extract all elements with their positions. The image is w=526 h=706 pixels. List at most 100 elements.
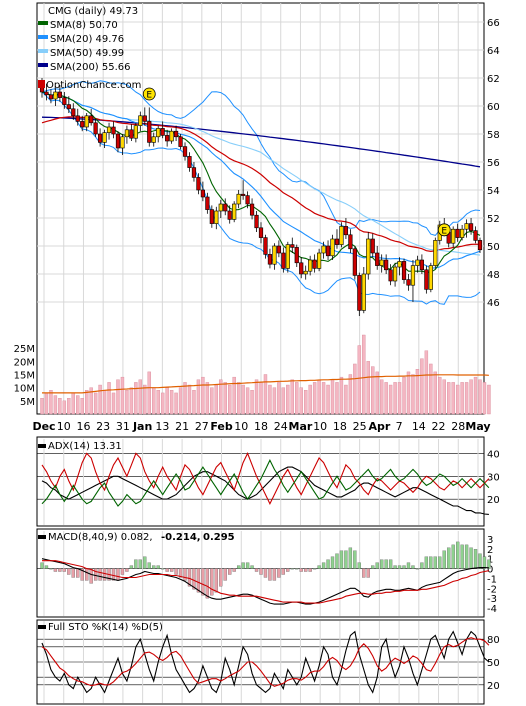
candle-body bbox=[48, 94, 54, 100]
volume-bar bbox=[169, 390, 174, 415]
date-label: Jan bbox=[132, 420, 152, 433]
macd-panel: -4-3-2-10123 MACD(8,40,9) 0.082, -0.214,… bbox=[36, 528, 497, 618]
candle-body bbox=[129, 129, 134, 139]
macd-histogram-bar bbox=[161, 568, 165, 570]
volume-bar bbox=[160, 392, 165, 415]
candle-body bbox=[375, 252, 380, 266]
macd-histogram-bar bbox=[380, 559, 384, 569]
candle-body bbox=[468, 223, 474, 231]
macd-histogram-bar bbox=[67, 568, 71, 575]
volume-bar bbox=[357, 345, 362, 415]
sma20-line bbox=[41, 91, 481, 269]
macd-histogram-bar bbox=[143, 556, 147, 569]
volume-bar bbox=[379, 379, 384, 415]
macd-histogram-bar bbox=[366, 568, 370, 578]
candle-body bbox=[334, 238, 340, 245]
candle-body bbox=[106, 126, 112, 133]
price-chart-title: CMG (daily) 49.73 bbox=[48, 6, 138, 17]
legend-swatch-sma50 bbox=[38, 49, 48, 53]
volume-bar bbox=[152, 387, 156, 415]
volume-bar bbox=[71, 392, 75, 415]
candle-body bbox=[57, 91, 62, 98]
indicator-line bbox=[41, 466, 489, 515]
legend-sma20: SMA(20) 49.76 bbox=[50, 34, 124, 45]
candle-body bbox=[223, 203, 228, 212]
macd-histogram-bar bbox=[447, 547, 451, 569]
macd-histogram-bar bbox=[254, 568, 259, 572]
macd-histogram-bar bbox=[250, 565, 254, 569]
candle-body bbox=[424, 269, 429, 290]
volume-tick-label: 10M bbox=[14, 384, 35, 395]
volume-ma-line bbox=[42, 374, 489, 394]
adx-legend-swatch bbox=[38, 444, 46, 448]
macd-histogram-bar bbox=[201, 568, 205, 596]
macd-histogram-bar bbox=[134, 559, 138, 569]
macd-histogram-bar bbox=[281, 568, 285, 575]
macd-histogram-bar bbox=[397, 565, 402, 569]
macd-histogram-bar bbox=[58, 568, 62, 572]
earnings-marker bbox=[142, 87, 156, 101]
price-tick-label: 58 bbox=[487, 130, 500, 141]
macd-histogram-bar bbox=[80, 568, 84, 581]
macd-histogram-bar bbox=[384, 559, 388, 569]
volume-bar bbox=[143, 384, 147, 415]
volume-bar bbox=[210, 387, 214, 415]
macd-histogram-bar bbox=[464, 544, 469, 569]
volume-bar bbox=[201, 376, 205, 415]
candle-body bbox=[308, 259, 313, 272]
date-label: 10 bbox=[234, 420, 248, 433]
volume-bar bbox=[44, 392, 49, 415]
macd-histogram-bar bbox=[93, 568, 98, 581]
macd-histogram-bar bbox=[268, 568, 272, 581]
watermark-icon bbox=[38, 80, 45, 88]
macd-histogram-bar bbox=[259, 568, 263, 575]
volume-bar bbox=[93, 392, 98, 415]
macd-histogram-bar bbox=[402, 565, 406, 569]
candle-body bbox=[258, 227, 264, 238]
indicator-tick-label: -4 bbox=[487, 604, 497, 615]
candle-body bbox=[84, 115, 89, 128]
candle-body bbox=[53, 91, 58, 100]
macd-histogram-bar bbox=[339, 550, 344, 569]
indicator-tick-label: -1 bbox=[487, 574, 497, 585]
candle-body bbox=[379, 259, 384, 266]
adx-panel: 20 30 40 ADX(14) 13.31 bbox=[36, 436, 500, 527]
macd-histogram-bar bbox=[286, 568, 290, 572]
macd-histogram-bar bbox=[219, 568, 223, 587]
candle-body bbox=[317, 252, 322, 269]
candle-body bbox=[477, 240, 483, 251]
macd-histogram-bar bbox=[85, 568, 89, 581]
earnings-marker-label: E bbox=[441, 226, 447, 236]
volume-bar bbox=[281, 387, 286, 415]
indicator-tick-label: 3 bbox=[487, 535, 493, 546]
macd-histogram-bar bbox=[192, 568, 196, 590]
candle-body bbox=[187, 156, 192, 168]
macd-histogram-bar bbox=[147, 562, 151, 569]
volume-bar bbox=[76, 395, 80, 415]
macd-histogram-bar bbox=[120, 568, 125, 575]
candle-body bbox=[169, 130, 174, 142]
volume-bar bbox=[263, 374, 268, 415]
candle-body bbox=[62, 97, 67, 105]
macd-histogram-bar bbox=[125, 568, 129, 572]
date-label: 21 bbox=[175, 420, 189, 433]
indicator-tick-label: 20 bbox=[487, 495, 500, 506]
volume-bar bbox=[330, 379, 335, 415]
volume-bar bbox=[219, 379, 223, 415]
macd-histogram bbox=[40, 541, 491, 599]
indicator-tick-label: 0 bbox=[487, 565, 493, 576]
volume-bar bbox=[460, 382, 464, 415]
indicator-line bbox=[42, 560, 489, 604]
volume-bar bbox=[469, 379, 473, 415]
volume-bar bbox=[442, 379, 446, 415]
volume-bar bbox=[473, 376, 478, 415]
macd-histogram-bar bbox=[237, 565, 241, 569]
volume-bar bbox=[447, 382, 451, 415]
candle-body bbox=[232, 203, 237, 220]
price-tick-label: 62 bbox=[487, 74, 500, 85]
macd-histogram-bar bbox=[317, 565, 321, 569]
price-grid bbox=[37, 3, 484, 414]
price-tick-label: 52 bbox=[487, 214, 500, 225]
macd-histogram-bar bbox=[53, 568, 58, 572]
volume-bar bbox=[196, 379, 201, 415]
